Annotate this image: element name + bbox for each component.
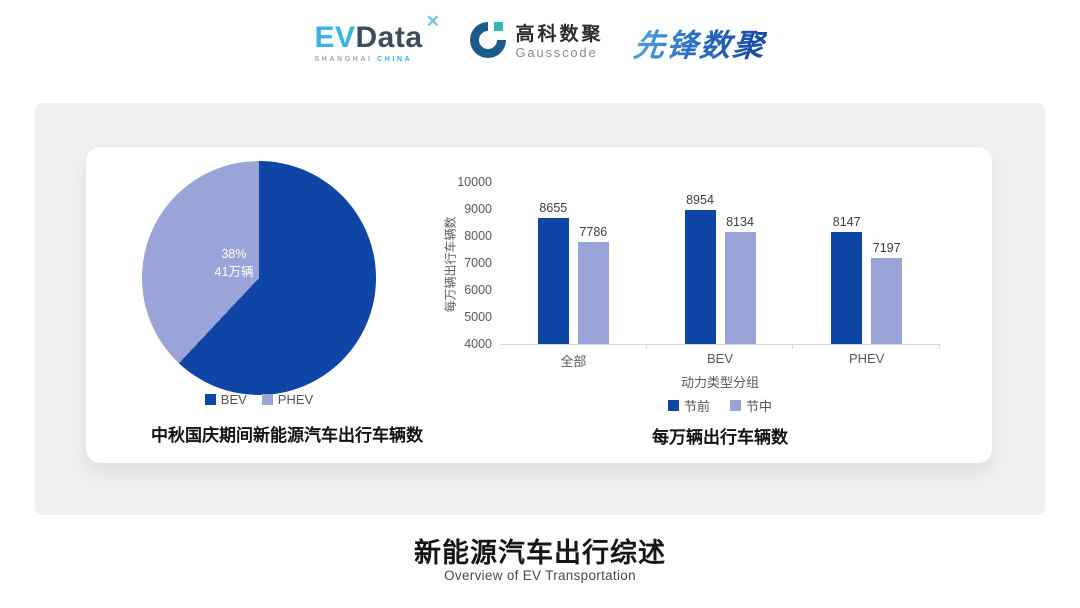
mid-holiday-swatch (730, 400, 741, 411)
phev-percent: 38% (221, 247, 247, 261)
evdata-sub-right: CHINA (377, 55, 413, 63)
gausscode-cn-text: 高科数聚 (515, 24, 604, 46)
evdata-subtitle: SHANGHAI CHINA (314, 56, 412, 63)
y-tick-label: 10000 (457, 175, 492, 189)
evdata-logo: EVData ✕ SHANGHAI CHINA (314, 13, 440, 63)
bar-节中-全部 (577, 241, 609, 344)
bar-legend: 节前 节中 (500, 396, 940, 415)
pie-chart-title: 中秋国庆期间新能源汽车出行车辆数 (151, 426, 423, 445)
gausscode-g-icon (469, 21, 507, 64)
y-tick-label: 7000 (464, 256, 492, 270)
phev-slice-label: 38% 41万辆 (189, 245, 279, 281)
gausscode-en-text: Gausscode (515, 44, 598, 60)
bev-count: 66万辆 (378, 334, 418, 349)
bev-legend-label: BEV (220, 392, 247, 407)
phev-count: 41万辆 (214, 265, 254, 280)
bar-节中-BEV (724, 232, 756, 344)
gausscode-wordmark: 高科数聚 Gausscode (516, 24, 604, 61)
bar-节中-PHEV (871, 257, 903, 344)
phev-legend-label: PHEV (277, 392, 314, 407)
page-subtitle: Overview of EV Transportation (444, 568, 636, 583)
bar-value-label: 8134 (726, 215, 754, 230)
legend-item-pre-holiday: 节前 (667, 396, 710, 415)
logo-bar: EVData ✕ SHANGHAI CHINA 高科数聚 Gausscode 先… (0, 13, 1080, 65)
bar-value-label: 8147 (832, 215, 861, 230)
pie-chart: 38% 41万辆 62% 66万辆 (142, 161, 417, 395)
x-axis-tick (939, 344, 940, 349)
bar-节前-BEV (684, 210, 716, 344)
page-title: 新能源汽车出行综述 (414, 538, 666, 568)
pioneer-logo: 先锋数聚 (631, 20, 768, 65)
bar-value-label: 7786 (579, 224, 608, 239)
bar-节前-PHEV (831, 232, 863, 344)
category-label: PHEV (848, 351, 885, 366)
bar-chart-title: 每万辆出行车辆数 (652, 428, 788, 447)
bar-chart: 每万辆出行车辆数 10000 9000 8000 7000 6000 5000 4000 8… (430, 167, 990, 463)
bar-yticks: 10000 9000 8000 7000 6000 5000 4000 (430, 175, 492, 351)
pie-legend: BEV PHEV (94, 392, 424, 407)
pre-holiday-legend-label: 节前 (683, 399, 710, 414)
y-tick-label: 6000 (464, 283, 492, 297)
y-tick-label: 5000 (464, 310, 492, 324)
phev-swatch (261, 394, 273, 405)
bar-x-axis-title: 动力类型分组 (680, 375, 759, 390)
y-tick-label: 8000 (464, 229, 492, 243)
charts-card: 38% 41万辆 62% 66万辆 BEV PHEV 中秋国庆期间新能源汽车出行… (86, 147, 992, 463)
bar-categories: 全部 BEV PHEV (500, 351, 940, 369)
gausscode-logo: 高科数聚 Gausscode (469, 21, 604, 64)
report-panel: 38% 41万辆 62% 66万辆 BEV PHEV 中秋国庆期间新能源汽车出行… (35, 103, 1045, 515)
bar-value-label: 8954 (686, 193, 714, 208)
bar-节前-全部 (537, 218, 569, 344)
mid-holiday-legend-label: 节中 (746, 399, 773, 414)
y-tick-label: 9000 (464, 202, 492, 216)
legend-item-phev: PHEV (261, 392, 314, 407)
x-axis-tick (792, 344, 794, 349)
evdata-wordmark: EVData ✕ (314, 13, 440, 54)
evdata-sub-left: SHANGHAI (314, 55, 373, 63)
bar-value-label: 8655 (539, 201, 568, 216)
y-tick-label: 4000 (464, 337, 492, 351)
bar-plot: 8655 7786 8954 8134 8147 7197 (500, 182, 940, 349)
category-label: 全部 (560, 354, 587, 369)
category-label: BEV (706, 351, 733, 366)
bev-swatch (204, 394, 216, 405)
legend-item-mid-holiday: 节中 (730, 396, 772, 415)
bev-slice-label: 62% 66万辆 (353, 314, 443, 350)
bev-percent: 62% (385, 316, 411, 330)
legend-item-bev: BEV (204, 392, 247, 407)
evdata-ev-text: EV (314, 20, 356, 54)
evdata-spark-icon: ✕ (425, 11, 441, 31)
evdata-data-text: Data (355, 20, 423, 54)
bar-value-label: 7197 (872, 240, 901, 255)
x-axis-tick (645, 344, 647, 349)
pre-holiday-swatch (667, 400, 679, 411)
